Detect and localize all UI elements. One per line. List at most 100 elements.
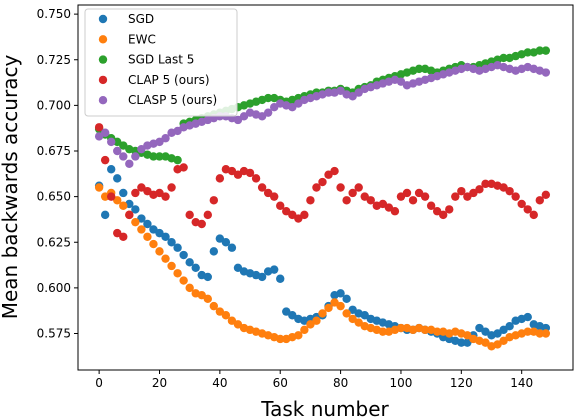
data-point: [179, 250, 188, 260]
series-3: [94, 123, 551, 241]
data-point: [215, 307, 225, 316]
data-point: [294, 214, 303, 223]
data-point: [167, 238, 176, 247]
data-point: [119, 141, 128, 150]
data-point: [131, 152, 140, 161]
data-point: [203, 294, 212, 304]
x-axis-ticks: 0 20 40 60 80 100 120 140: [95, 370, 533, 390]
data-point: [125, 159, 134, 168]
data-point: [269, 265, 279, 274]
data-point: [505, 186, 514, 196]
data-point: [107, 137, 116, 147]
data-point: [463, 331, 472, 340]
data-point: [143, 219, 152, 229]
data-point: [233, 263, 243, 272]
data-point: [137, 183, 146, 192]
data-point: [318, 177, 327, 187]
data-point: [215, 174, 225, 183]
data-point: [529, 210, 538, 220]
data-point: [348, 188, 357, 198]
data-point: [191, 263, 200, 272]
data-point: [100, 128, 110, 137]
data-point: [113, 146, 122, 156]
data-point: [276, 334, 285, 344]
data-point: [94, 132, 104, 141]
data-point: [324, 170, 333, 179]
data-point: [179, 163, 188, 172]
data-point: [131, 188, 140, 198]
data-point: [396, 323, 406, 333]
data-point: [288, 103, 297, 112]
data-point: [342, 309, 351, 318]
y-tick-label: 0.575: [37, 327, 71, 341]
data-point: [125, 210, 134, 220]
data-point: [426, 201, 436, 210]
data-point: [203, 210, 212, 220]
data-point: [330, 166, 339, 176]
data-point: [342, 294, 351, 304]
data-point: [155, 152, 164, 161]
data-point: [312, 183, 321, 192]
data-point: [185, 258, 194, 267]
data-point: [119, 232, 128, 241]
data-point: [288, 311, 297, 320]
data-point: [113, 137, 122, 147]
data-point: [463, 338, 472, 347]
data-point: [360, 192, 369, 201]
data-point: [276, 274, 285, 283]
data-point: [354, 183, 363, 192]
data-point: [457, 338, 466, 347]
legend-marker: [98, 55, 108, 64]
data-point: [185, 210, 194, 220]
data-point: [245, 168, 255, 178]
data-point: [233, 115, 243, 125]
data-point: [523, 327, 532, 336]
data-point: [523, 205, 532, 214]
data-point: [378, 199, 388, 209]
y-tick-label: 0.600: [37, 281, 71, 295]
data-point: [203, 272, 212, 282]
data-point: [215, 234, 225, 243]
data-point: [288, 210, 297, 220]
data-point: [535, 329, 544, 338]
x-tick-label: 140: [510, 376, 533, 390]
data-point: [107, 165, 116, 174]
legend-marker: [98, 96, 108, 105]
data-point: [155, 247, 164, 256]
data-point: [475, 323, 484, 333]
data-point: [348, 314, 357, 324]
data-point: [360, 311, 369, 320]
legend-label: CLAP 5 (ours): [128, 73, 210, 87]
y-tick-label: 0.725: [37, 53, 71, 67]
data-point: [161, 192, 170, 201]
data-point: [233, 170, 243, 179]
x-axis-label: Task number: [260, 397, 389, 420]
data-point: [155, 228, 164, 238]
data-point: [384, 203, 394, 212]
data-point: [493, 340, 502, 349]
data-point: [185, 283, 194, 293]
data-point: [263, 188, 273, 198]
data-point: [469, 188, 478, 198]
data-point: [113, 174, 122, 183]
data-point: [336, 301, 345, 311]
data-point: [342, 196, 351, 205]
data-point: [100, 155, 110, 165]
plot-frame: [77, 4, 574, 371]
data-point: [336, 289, 345, 298]
data-point: [197, 219, 206, 229]
data-point: [294, 99, 303, 108]
data-point: [499, 183, 508, 192]
data-point: [330, 298, 339, 307]
data-point: [257, 272, 267, 282]
data-point: [439, 210, 448, 220]
data-point: [481, 338, 490, 347]
data-point: [100, 210, 110, 220]
data-point: [155, 137, 164, 147]
data-point: [457, 186, 466, 196]
data-point: [209, 301, 219, 311]
data-point: [324, 88, 333, 97]
data-point: [149, 225, 158, 234]
data-point: [197, 290, 206, 300]
